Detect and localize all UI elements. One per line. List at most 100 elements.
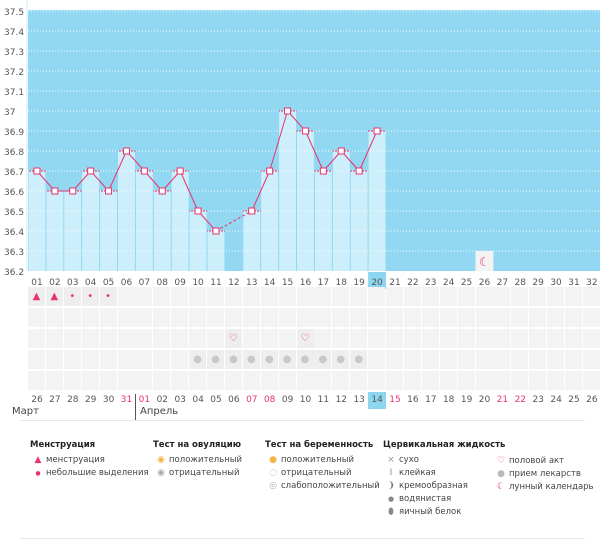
calendar-cell[interactable] <box>368 371 386 390</box>
calendar-cell[interactable] <box>260 371 278 390</box>
calendar-cell[interactable] <box>207 287 224 306</box>
calendar-cell[interactable] <box>314 308 332 327</box>
calendar-cell[interactable] <box>314 371 332 390</box>
calendar-cell[interactable] <box>350 329 368 348</box>
calendar-cell[interactable] <box>45 308 63 327</box>
calendar-day-label[interactable]: 13 <box>353 395 365 405</box>
calendar-cell[interactable] <box>565 371 582 390</box>
calendar-cell[interactable] <box>529 371 547 390</box>
calendar-cell[interactable] <box>28 308 45 327</box>
calendar-cell[interactable] <box>582 371 600 390</box>
calendar-cell[interactable] <box>457 308 475 327</box>
calendar-cell[interactable] <box>314 329 332 348</box>
calendar-day-label[interactable]: 11 <box>317 395 330 405</box>
calendar-cell[interactable] <box>135 329 153 348</box>
calendar-cell[interactable] <box>582 329 600 348</box>
calendar-cell[interactable] <box>278 329 296 348</box>
calendar-cell[interactable] <box>439 308 457 327</box>
calendar-cell[interactable] <box>28 371 45 390</box>
calendar-cell[interactable] <box>457 287 475 306</box>
calendar-cell[interactable] <box>511 350 529 369</box>
calendar-cell[interactable] <box>45 350 63 369</box>
calendar-cell[interactable] <box>99 371 117 390</box>
calendar-day-label[interactable]: 12 <box>335 395 348 405</box>
calendar-cell[interactable] <box>135 371 153 390</box>
calendar-cell[interactable] <box>332 329 350 348</box>
calendar-day-label[interactable]: 01 <box>138 395 151 405</box>
pill-icon[interactable]: ● <box>332 350 350 369</box>
calendar-cell[interactable] <box>296 287 314 306</box>
calendar-cell[interactable] <box>260 308 278 327</box>
calendar-cell[interactable] <box>421 308 439 327</box>
calendar-day-label[interactable]: 02 <box>156 395 169 405</box>
calendar-cell[interactable] <box>493 329 511 348</box>
calendar-cell[interactable] <box>189 329 207 348</box>
calendar-cell[interactable] <box>314 287 332 306</box>
calendar-cell[interactable] <box>582 287 600 306</box>
calendar-cell[interactable] <box>171 329 189 348</box>
calendar-day-label[interactable]: 27 <box>49 395 61 405</box>
calendar-cell[interactable] <box>278 371 296 390</box>
calendar-cell[interactable] <box>368 308 386 327</box>
calendar-cell[interactable] <box>63 371 81 390</box>
calendar-cell[interactable] <box>135 350 153 369</box>
calendar-cell[interactable] <box>28 329 45 348</box>
calendar-cell[interactable] <box>189 308 207 327</box>
calendar-cell[interactable] <box>207 308 224 327</box>
calendar-cell[interactable] <box>332 287 350 306</box>
calendar-cell[interactable] <box>242 287 260 306</box>
calendar-cell[interactable] <box>242 308 260 327</box>
calendar-cell[interactable] <box>28 350 45 369</box>
calendar-cell[interactable] <box>457 329 475 348</box>
calendar-cell[interactable] <box>242 371 260 390</box>
calendar-day-label[interactable]: 09 <box>281 395 294 405</box>
calendar-cell[interactable] <box>565 329 582 348</box>
calendar-cell[interactable] <box>332 371 350 390</box>
calendar-cell[interactable] <box>153 371 171 390</box>
calendar-cell[interactable] <box>207 329 224 348</box>
calendar-cell[interactable] <box>350 287 368 306</box>
calendar-cell[interactable] <box>153 350 171 369</box>
calendar-cell[interactable] <box>493 350 511 369</box>
calendar-day-label[interactable]: 30 <box>102 395 115 405</box>
pill-icon[interactable]: ● <box>350 350 368 369</box>
calendar-day-label[interactable]: 07 <box>246 395 258 405</box>
calendar-cell[interactable] <box>511 287 529 306</box>
calendar-cell[interactable] <box>117 350 135 369</box>
calendar-cell[interactable] <box>421 350 439 369</box>
calendar-cell[interactable] <box>565 350 582 369</box>
pill-icon[interactable]: ● <box>260 350 278 369</box>
calendar-cell[interactable] <box>493 371 511 390</box>
calendar-day-label[interactable]: 23 <box>532 395 544 405</box>
calendar-cell[interactable] <box>171 371 189 390</box>
calendar-day-label[interactable]: 06 <box>228 395 240 405</box>
calendar-cell[interactable] <box>189 371 207 390</box>
calendar-cell[interactable] <box>189 287 207 306</box>
calendar-cell[interactable] <box>511 329 529 348</box>
calendar-day-label[interactable]: 04 <box>192 395 204 405</box>
calendar-day-label[interactable]: 10 <box>299 395 312 405</box>
calendar-day-label[interactable]: 15 <box>389 395 401 405</box>
calendar-cell[interactable] <box>547 371 565 390</box>
calendar-day-label[interactable]: 03 <box>174 395 186 405</box>
calendar-cell[interactable] <box>117 329 135 348</box>
calendar-cell[interactable] <box>153 329 171 348</box>
heart-icon[interactable]: ♡ <box>296 329 314 348</box>
pill-icon[interactable]: ● <box>224 350 242 369</box>
calendar-day-label[interactable]: 05 <box>210 395 222 405</box>
calendar-cell[interactable] <box>475 308 493 327</box>
calendar-cell[interactable] <box>403 329 421 348</box>
calendar-cell[interactable] <box>582 350 600 369</box>
calendar-day-label[interactable]: 19 <box>460 395 473 405</box>
calendar-day-label[interactable]: 31 <box>120 395 133 405</box>
calendar-day-label[interactable]: 21 <box>496 395 509 405</box>
pill-icon[interactable]: ● <box>207 350 224 369</box>
calendar-cell[interactable] <box>207 371 224 390</box>
calendar-cell[interactable] <box>403 287 421 306</box>
calendar-cell[interactable] <box>368 287 386 306</box>
calendar-cell[interactable] <box>99 350 117 369</box>
calendar-day-label[interactable]: 22 <box>514 395 527 405</box>
menstruation-icon[interactable]: ▲ <box>45 287 63 306</box>
calendar-cell[interactable] <box>439 287 457 306</box>
calendar-cell[interactable] <box>547 350 565 369</box>
